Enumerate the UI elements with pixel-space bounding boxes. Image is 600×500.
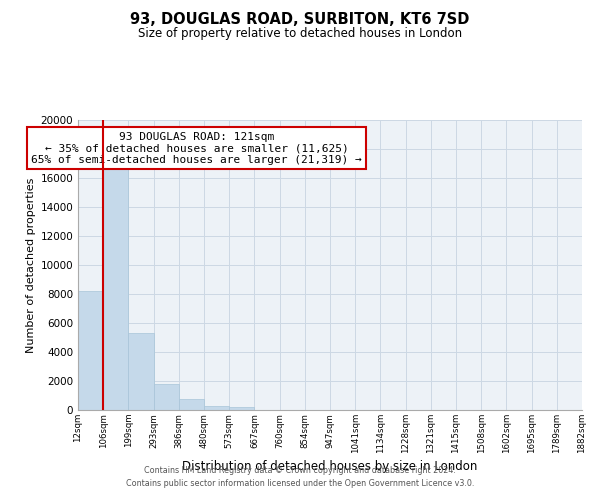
Y-axis label: Number of detached properties: Number of detached properties: [26, 178, 36, 352]
Text: 93, DOUGLAS ROAD, SURBITON, KT6 7SD: 93, DOUGLAS ROAD, SURBITON, KT6 7SD: [130, 12, 470, 28]
Text: Contains HM Land Registry data © Crown copyright and database right 2024.
Contai: Contains HM Land Registry data © Crown c…: [126, 466, 474, 487]
Bar: [229, 407, 254, 410]
Bar: [154, 384, 179, 410]
Bar: [128, 333, 154, 410]
Text: Size of property relative to detached houses in London: Size of property relative to detached ho…: [138, 28, 462, 40]
Bar: [103, 170, 128, 410]
Bar: [204, 406, 229, 410]
Bar: [78, 291, 103, 410]
Text: 93 DOUGLAS ROAD: 121sqm
← 35% of detached houses are smaller (11,625)
65% of sem: 93 DOUGLAS ROAD: 121sqm ← 35% of detache…: [31, 132, 362, 165]
X-axis label: Distribution of detached houses by size in London: Distribution of detached houses by size …: [182, 460, 478, 473]
Bar: [179, 399, 204, 410]
